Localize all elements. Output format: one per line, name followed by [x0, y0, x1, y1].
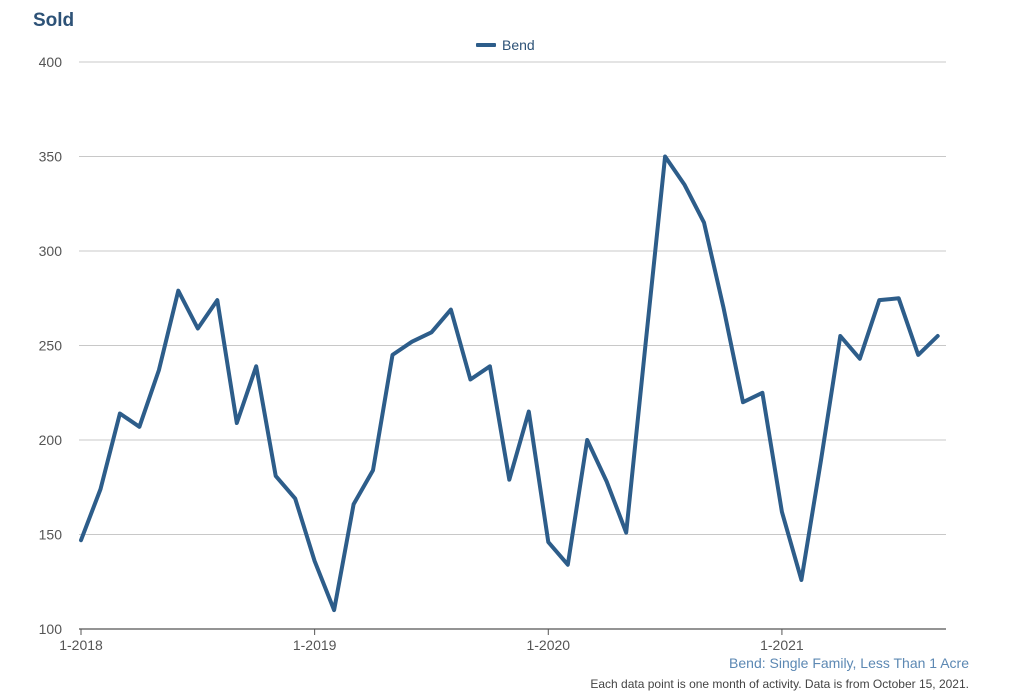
legend-swatch-bend — [476, 43, 496, 47]
x-tick-label-1-2020: 1-2020 — [526, 637, 570, 653]
chart-footnote: Each data point is one month of activity… — [590, 677, 969, 691]
y-tick-label-150: 150 — [39, 527, 63, 543]
series-line-bend[interactable] — [79, 154, 940, 613]
y-tick-label-400: 400 — [39, 54, 63, 70]
legend[interactable]: Bend — [476, 37, 535, 53]
y-tick-label-100: 100 — [39, 621, 63, 637]
y-tick-label-250: 250 — [39, 338, 63, 354]
y-tick-label-300: 300 — [39, 243, 63, 259]
y-tick-label-200: 200 — [39, 432, 63, 448]
legend-label-bend: Bend — [502, 37, 535, 53]
chart-subtitle: Bend: Single Family, Less Than 1 Acre — [729, 655, 969, 671]
chart-title: Sold — [33, 10, 75, 31]
x-tick-label-1-2021: 1-2021 — [760, 637, 804, 653]
y-tick-label-350: 350 — [39, 149, 63, 165]
x-tick-label-1-2019: 1-2019 — [293, 637, 337, 653]
x-tick-label-1-2018: 1-2018 — [59, 637, 103, 653]
